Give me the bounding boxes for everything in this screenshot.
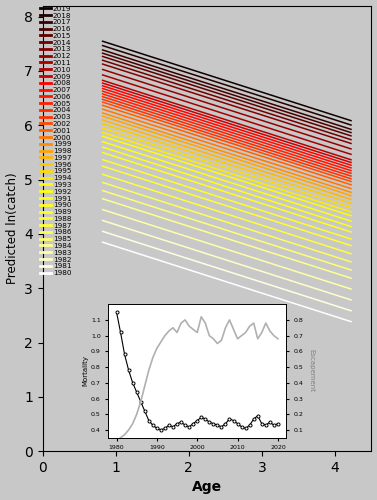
Y-axis label: Escapement: Escapement: [309, 350, 314, 393]
Legend: 2019, 2018, 2017, 2016, 2015, 2014, 2013, 2012, 2011, 2010, 2009, 2008, 2007, 20: 2019, 2018, 2017, 2016, 2015, 2014, 2013…: [40, 5, 72, 277]
Y-axis label: Predicted ln(catch): Predicted ln(catch): [6, 172, 18, 284]
X-axis label: Age: Age: [192, 480, 222, 494]
